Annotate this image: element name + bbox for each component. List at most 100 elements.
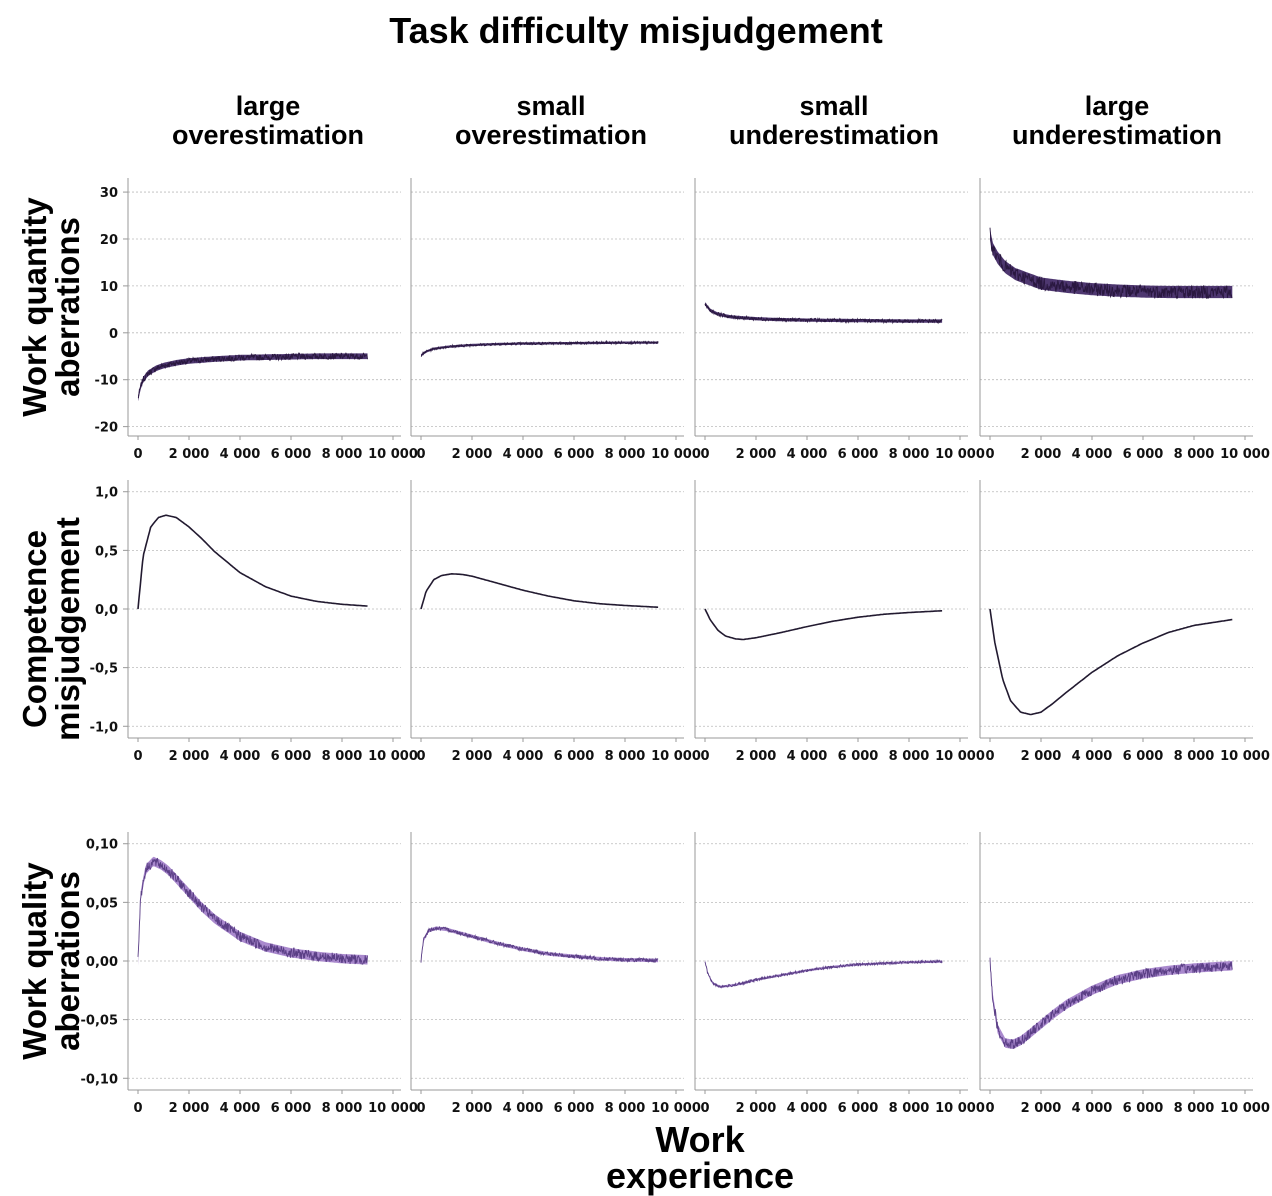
y-tick-label: 0 [109, 327, 118, 342]
x-tick-label: 0 [985, 749, 994, 764]
series-line [420, 339, 659, 357]
x-tick-label: 2 000 [169, 447, 210, 462]
x-tick-label: 2 000 [169, 749, 210, 764]
x-tick-label: 0 [416, 447, 425, 462]
x-tick-label: 10 000 [368, 447, 418, 462]
x-tick-label: 2 000 [1021, 749, 1062, 764]
x-tick-label: 0 [133, 749, 142, 764]
x-tick-label: 6 000 [838, 1101, 879, 1116]
x-tick-label: 2 000 [736, 1101, 777, 1116]
series-line [989, 227, 1233, 300]
x-tick-label: 6 000 [271, 1101, 312, 1116]
y-tick-label: -0,5 [90, 662, 118, 677]
x-tick-label: 2 000 [452, 447, 493, 462]
series-line [989, 608, 1233, 716]
x-tick-label: 6 000 [271, 749, 312, 764]
x-tick-label: 4 000 [503, 1101, 544, 1116]
x-tick-label: 8 000 [1174, 1101, 1215, 1116]
column-header-large-overestimation: large overestimation [171, 91, 365, 150]
x-tick-label: 6 000 [1123, 749, 1164, 764]
series-line [137, 857, 368, 965]
series-line [704, 303, 943, 325]
series-line [989, 957, 1233, 1050]
x-tick-label: 10 000 [1220, 749, 1270, 764]
x-tick-label: 0 [700, 447, 709, 462]
y-tick-label: -20 [95, 421, 119, 436]
x-axis-label: Work experience [605, 1119, 795, 1196]
y-tick-label: -0,10 [81, 1072, 118, 1087]
x-tick-label: 0 [416, 1101, 425, 1116]
series-band [138, 353, 368, 402]
x-tick-label: 8 000 [605, 1101, 646, 1116]
x-tick-label: 6 000 [554, 749, 595, 764]
x-tick-label: 8 000 [889, 1101, 930, 1116]
x-tick-label: 0 [133, 447, 142, 462]
y-tick-label: 0,0 [95, 603, 118, 618]
x-tick-label: 8 000 [322, 1101, 363, 1116]
y-tick-label: 10 [100, 280, 118, 295]
x-tick-label: 10 000 [935, 447, 985, 462]
x-tick-label: 4 000 [503, 749, 544, 764]
series-line [137, 352, 368, 399]
series-line [420, 572, 659, 610]
x-tick-label: 10 000 [935, 749, 985, 764]
x-tick-label: 4 000 [1072, 749, 1113, 764]
x-tick-label: 6 000 [554, 1101, 595, 1116]
x-tick-label: 10 000 [935, 1101, 985, 1116]
x-tick-label: 4 000 [220, 1101, 261, 1116]
x-tick-label: 6 000 [271, 447, 312, 462]
column-header-large-underestimation: large underestimation [1011, 91, 1223, 150]
x-tick-label: 8 000 [1174, 447, 1215, 462]
series-line [420, 926, 659, 964]
y-tick-label: 0,05 [86, 896, 118, 911]
x-tick-label: 0 [700, 1101, 709, 1116]
x-tick-label: 4 000 [787, 1101, 828, 1116]
x-tick-label: 2 000 [452, 749, 493, 764]
x-tick-label: 0 [985, 1101, 994, 1116]
x-tick-label: 4 000 [787, 749, 828, 764]
series-line [137, 514, 368, 610]
x-tick-label: 4 000 [220, 447, 261, 462]
x-tick-label: 8 000 [889, 749, 930, 764]
y-tick-label: 1,0 [95, 486, 118, 501]
x-tick-label: 8 000 [322, 749, 363, 764]
x-tick-label: 6 000 [1123, 447, 1164, 462]
chart-title: Task difficulty misjudgement [389, 10, 883, 51]
y-tick-label: 0,5 [95, 544, 118, 559]
x-tick-label: 6 000 [838, 447, 879, 462]
x-tick-label: 4 000 [1072, 447, 1113, 462]
series-band [990, 228, 1233, 299]
series-line [704, 959, 943, 989]
x-tick-label: 6 000 [838, 749, 879, 764]
y-tick-label: -0,05 [81, 1014, 118, 1029]
x-tick-label: 0 [133, 1101, 142, 1116]
x-tick-label: 10 000 [651, 447, 701, 462]
x-tick-label: 2 000 [1021, 1101, 1062, 1116]
x-tick-label: 10 000 [1220, 1101, 1270, 1116]
x-tick-label: 4 000 [220, 749, 261, 764]
x-tick-label: 4 000 [1072, 1101, 1113, 1116]
x-tick-label: 2 000 [452, 1101, 493, 1116]
x-tick-label: 8 000 [322, 447, 363, 462]
x-tick-label: 10 000 [1220, 447, 1270, 462]
x-tick-label: 6 000 [554, 447, 595, 462]
x-tick-label: 10 000 [368, 749, 418, 764]
x-tick-label: 10 000 [651, 1101, 701, 1116]
series-band [421, 926, 659, 963]
series-band [705, 302, 943, 323]
x-tick-label: 2 000 [736, 749, 777, 764]
x-tick-label: 4 000 [503, 447, 544, 462]
x-tick-label: 10 000 [368, 1101, 418, 1116]
y-tick-label: -1,0 [90, 720, 118, 735]
x-tick-label: 6 000 [1123, 1101, 1164, 1116]
column-header-small-overestimation: small overestimation [454, 91, 648, 150]
y-tick-label: 20 [100, 233, 118, 248]
x-tick-label: 8 000 [605, 447, 646, 462]
y-tick-label: -10 [95, 374, 119, 389]
x-tick-label: 10 000 [651, 749, 701, 764]
x-tick-label: 2 000 [736, 447, 777, 462]
x-tick-label: 2 000 [169, 1101, 210, 1116]
y-tick-label: 30 [100, 186, 118, 201]
x-tick-label: 0 [985, 447, 994, 462]
